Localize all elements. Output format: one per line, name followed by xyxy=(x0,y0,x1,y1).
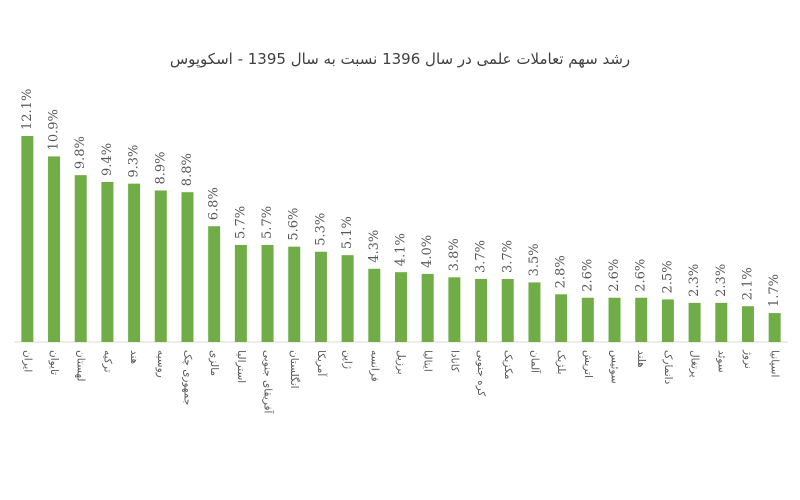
x-tick-label: آمریکا xyxy=(315,350,328,377)
x-tick-label: سوئد xyxy=(715,350,727,373)
x-tick-label: آفریقای جنوبی xyxy=(262,350,275,415)
bar xyxy=(154,190,167,342)
x-tick-label: مالزی xyxy=(208,350,220,376)
bar xyxy=(368,268,381,342)
value-label: 4.1% xyxy=(394,233,409,266)
bar xyxy=(608,297,621,342)
value-label: 3.7% xyxy=(474,240,489,273)
value-label: 6.8% xyxy=(207,187,222,220)
value-label: 2.6% xyxy=(607,259,622,292)
bar xyxy=(288,246,301,342)
x-tick-label: فرانسه xyxy=(368,350,380,382)
bar xyxy=(635,297,648,342)
x-tick-label: تایوان xyxy=(48,350,60,375)
value-label: 5.3% xyxy=(313,213,328,246)
value-label: 2.6% xyxy=(580,259,595,292)
value-label: 5.1% xyxy=(340,216,355,249)
bar xyxy=(661,299,674,342)
bar xyxy=(74,175,87,342)
x-tick-label: اسپانیا xyxy=(769,350,781,377)
bar xyxy=(741,306,754,342)
bar xyxy=(581,297,594,342)
bar xyxy=(314,251,327,342)
value-label: 9.8% xyxy=(73,136,88,169)
value-label: 9.3% xyxy=(127,145,142,178)
x-tick-label: ایتالیا xyxy=(422,350,434,372)
value-label: 2.3% xyxy=(687,264,702,297)
value-label: 4.0% xyxy=(420,235,435,268)
value-label: 5.7% xyxy=(260,206,275,239)
bar xyxy=(528,282,541,342)
value-label: 5.6% xyxy=(287,208,302,241)
value-label: 12.1% xyxy=(20,89,35,130)
value-label: 2.8% xyxy=(554,255,569,288)
bar xyxy=(181,192,194,342)
x-tick-label: ایران xyxy=(21,350,33,372)
bar xyxy=(715,302,728,342)
x-tick-label: سوئیس xyxy=(609,350,621,384)
value-label: 4.3% xyxy=(367,230,382,263)
bar xyxy=(768,313,781,342)
bar xyxy=(234,244,247,342)
bar xyxy=(501,279,514,342)
chart-title: رشد سهم تعاملات علمی در سال 1396 نسبت به… xyxy=(170,50,630,69)
x-tick-label: پرتغال xyxy=(689,350,701,378)
x-tick-label: مکزیک xyxy=(502,350,514,380)
value-label: 1.7% xyxy=(767,274,782,307)
value-label: 3.8% xyxy=(447,238,462,271)
value-label: 3.7% xyxy=(500,240,515,273)
value-label: 5.7% xyxy=(233,206,248,239)
x-tick-label: روسیه xyxy=(155,350,167,378)
value-label: 10.9% xyxy=(47,109,62,150)
x-tick-label: لهستان xyxy=(75,350,87,382)
value-label: 2.3% xyxy=(714,264,729,297)
x-tick-label: آلمان xyxy=(528,350,541,374)
x-tick-label: هند xyxy=(128,350,140,364)
x-tick-label: استرالیا xyxy=(235,350,247,383)
value-label: 9.4% xyxy=(100,143,115,176)
x-tick-label: دانمارک xyxy=(662,350,674,385)
x-tick-label: نروژ xyxy=(742,349,754,369)
bar xyxy=(48,156,61,342)
value-label: 8.8% xyxy=(180,153,195,186)
value-label: 2.1% xyxy=(740,267,755,300)
bar xyxy=(341,255,354,342)
x-tick-label: کانادا xyxy=(448,350,460,372)
x-tick-label: کره جنوبی xyxy=(475,350,487,396)
x-tick-label: اتریش xyxy=(582,350,594,378)
value-label: 2.6% xyxy=(634,259,649,292)
x-tick-label: ترکیه xyxy=(101,350,113,373)
bar xyxy=(475,279,488,342)
bar xyxy=(128,183,141,342)
x-tick-label: جمهوری چک xyxy=(181,350,193,405)
x-tick-label: بلژیک xyxy=(555,350,567,375)
bar xyxy=(101,181,114,342)
bar xyxy=(395,272,407,342)
x-tick-label: ژاپن xyxy=(342,350,354,369)
bar xyxy=(448,277,461,342)
bar xyxy=(688,302,701,342)
value-label: 2.5% xyxy=(660,260,675,293)
bar xyxy=(21,136,34,342)
bar xyxy=(555,294,568,342)
bar xyxy=(421,273,434,342)
x-tick-label: انگلستان xyxy=(288,350,301,389)
value-label: 8.9% xyxy=(153,151,168,184)
bar xyxy=(208,226,221,342)
x-tick-label: هلند xyxy=(635,350,647,368)
value-label: 3.5% xyxy=(527,243,542,276)
bar xyxy=(261,244,274,342)
x-tick-label: برزیل xyxy=(395,350,407,375)
